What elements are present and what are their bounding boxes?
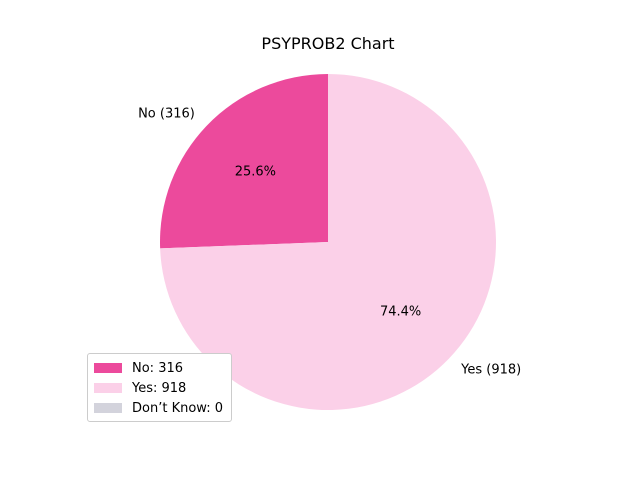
legend-item-no: No: 316: [94, 358, 223, 378]
pie-slices: [159, 74, 497, 410]
legend-item-yes: Yes: 918: [94, 378, 223, 398]
slice-percent-label-no: 25.6%: [235, 165, 276, 180]
pie-labels: 25.6% No (316) 74.4% Yes (918): [138, 106, 521, 377]
legend-label-no: No: 316: [132, 360, 184, 376]
legend-item-dont-know: Don’t Know: 0: [94, 398, 223, 418]
legend-swatch-yes: [94, 383, 122, 393]
slice-label-yes: Yes (918): [460, 363, 521, 378]
slice-percent-label-yes: 74.4%: [380, 304, 421, 319]
pie-slice-yes: [160, 74, 497, 410]
pie-slice-no: [159, 74, 328, 249]
legend-swatch-no: [94, 363, 122, 373]
chart-title: PSYPROB2 Chart: [261, 34, 394, 53]
legend-label-dont-know: Don’t Know: 0: [132, 400, 223, 416]
chart-legend: No: 316 Yes: 918 Don’t Know: 0: [87, 353, 232, 422]
legend-swatch-dont-know: [94, 403, 122, 413]
legend-label-yes: Yes: 918: [132, 380, 187, 396]
slice-label-no: No (316): [138, 106, 195, 121]
